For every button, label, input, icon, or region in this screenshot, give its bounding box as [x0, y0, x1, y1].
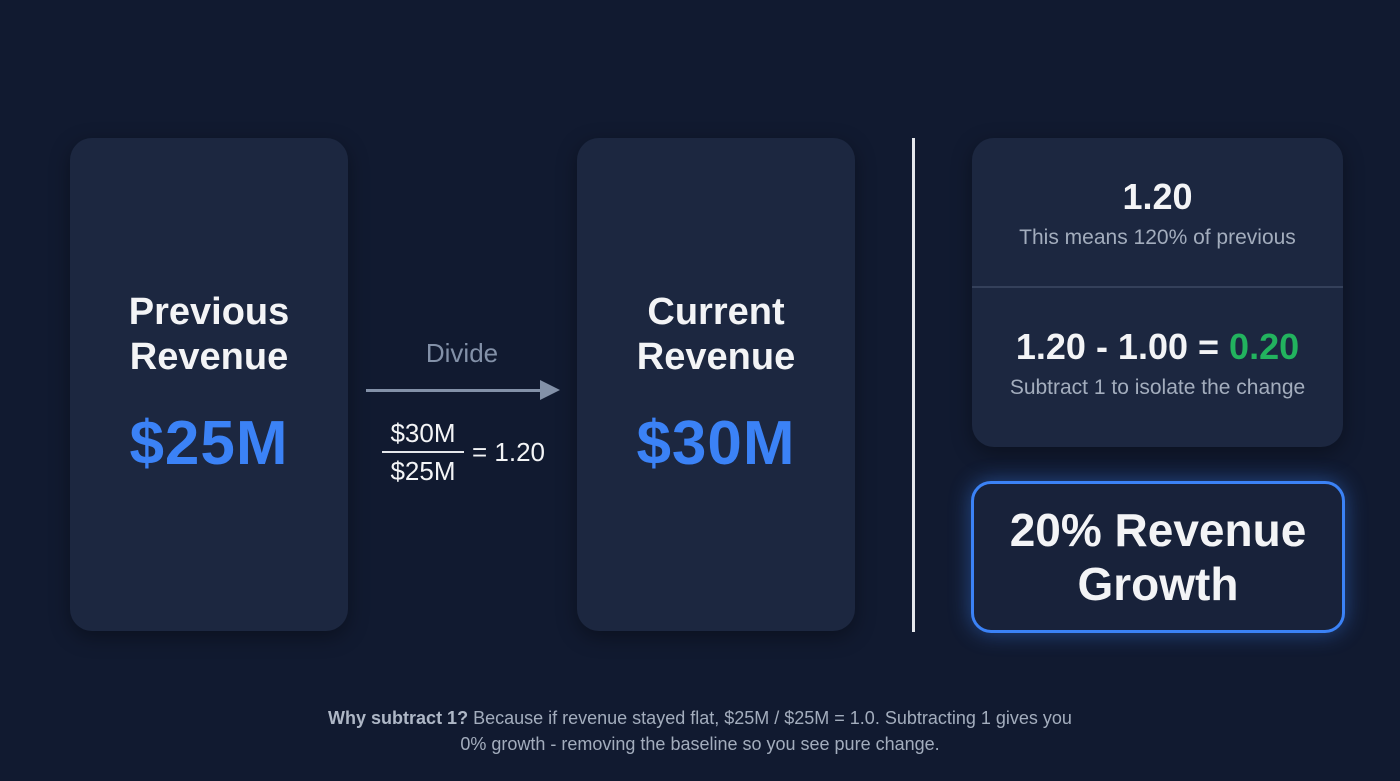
previous-revenue-value: $25M: [129, 409, 289, 478]
previous-revenue-card: Previous Revenue $25M: [70, 138, 348, 631]
footnote: Why subtract 1? Because if revenue staye…: [200, 705, 1200, 757]
denominator: $25M: [390, 456, 456, 486]
title-line-2: Revenue: [129, 336, 289, 378]
title-line-1: Previous: [128, 291, 290, 333]
footnote-question: Why subtract 1?: [328, 708, 469, 728]
previous-revenue-title: Previous Revenue: [129, 290, 290, 380]
divide-label: Divide: [425, 338, 499, 368]
fraction-bar: [382, 451, 464, 453]
numerator: $30M: [390, 418, 456, 448]
section-divider: [972, 286, 1343, 288]
footnote-explanation: Because if revenue stayed flat, $25M / $…: [468, 708, 1072, 728]
subtraction-equation: 1.20 - 1.00 = 0.20: [972, 326, 1343, 368]
calculation-card: 1.20 This means 120% of previous 1.20 - …: [972, 138, 1343, 447]
equation-result: 0.20: [1229, 326, 1300, 367]
title-line-1: Current: [647, 291, 785, 333]
subtraction-section: 1.20 - 1.00 = 0.20 Subtract 1 to isolate…: [972, 288, 1343, 400]
footnote-line-2: 0% growth - removing the baseline so you…: [460, 734, 940, 754]
ratio-caption: This means 120% of previous: [1019, 226, 1296, 249]
ratio-value: 1.20: [1122, 176, 1193, 217]
vertical-divider: [912, 138, 915, 632]
current-revenue-title: Current Revenue: [637, 290, 795, 380]
current-revenue-card: Current Revenue $30M: [577, 138, 855, 631]
division-formula: $30M $25M = 1.20: [382, 418, 545, 486]
equation-left: 1.20 - 1.00 =: [1015, 326, 1220, 367]
current-revenue-value: $30M: [636, 409, 796, 478]
fraction: $30M $25M: [382, 418, 464, 486]
title-line-2: Revenue: [636, 336, 796, 378]
growth-result-card: 20% Revenue Growth: [971, 481, 1345, 633]
subtraction-caption: Subtract 1 to isolate the change: [1009, 376, 1306, 399]
division-result: = 1.20: [472, 436, 546, 467]
arrow-head-icon: [540, 380, 560, 400]
ratio-section: 1.20 This means 120% of previous: [972, 138, 1343, 286]
growth-result-text: 20% Revenue Growth: [1010, 503, 1307, 611]
result-line-2: Growth: [1077, 558, 1239, 610]
footnote-line-1: Why subtract 1? Because if revenue staye…: [200, 705, 1200, 731]
divide-operation: Divide $30M $25M = 1.20: [362, 338, 562, 498]
arrow-right-icon: [366, 389, 542, 392]
result-line-1: 20% Revenue: [1009, 504, 1307, 556]
